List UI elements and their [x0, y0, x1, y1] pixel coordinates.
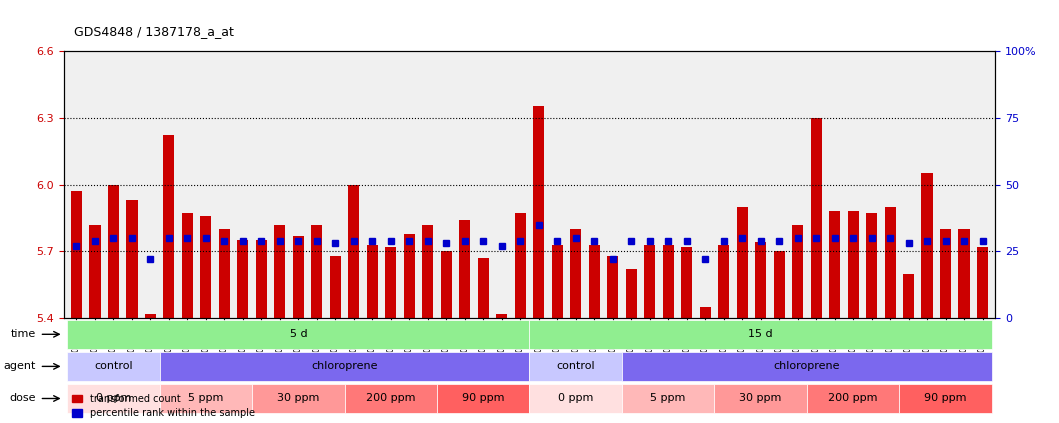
Bar [718, 244, 730, 318]
FancyBboxPatch shape [160, 352, 530, 381]
Bar [866, 214, 877, 318]
Bar [773, 251, 785, 318]
Bar [958, 229, 970, 318]
Text: 5 ppm: 5 ppm [189, 393, 223, 404]
Text: GDS4848 / 1387178_a_at: GDS4848 / 1387178_a_at [74, 25, 234, 38]
Text: control: control [556, 361, 595, 371]
FancyBboxPatch shape [622, 352, 992, 381]
Bar [755, 242, 766, 318]
FancyBboxPatch shape [622, 384, 715, 413]
Bar [829, 211, 840, 318]
Bar [182, 214, 193, 318]
Bar [589, 244, 599, 318]
FancyBboxPatch shape [715, 384, 807, 413]
Text: chloroprene: chloroprene [774, 361, 840, 371]
FancyBboxPatch shape [530, 384, 622, 413]
Bar [329, 256, 341, 318]
FancyBboxPatch shape [160, 384, 252, 413]
FancyBboxPatch shape [67, 384, 160, 413]
FancyBboxPatch shape [252, 384, 344, 413]
Text: 5 ppm: 5 ppm [650, 393, 686, 404]
Bar [423, 225, 433, 318]
Bar [274, 225, 286, 318]
Bar [403, 233, 415, 318]
Text: 15 d: 15 d [749, 329, 773, 339]
Bar [200, 216, 212, 318]
Bar [515, 214, 526, 318]
Text: 0 ppm: 0 ppm [95, 393, 131, 404]
FancyBboxPatch shape [807, 384, 899, 413]
Bar [237, 240, 249, 318]
Bar [533, 107, 544, 318]
Text: time: time [11, 329, 36, 339]
FancyBboxPatch shape [437, 384, 530, 413]
Text: 200 ppm: 200 ppm [366, 393, 415, 404]
Bar [293, 236, 304, 318]
Text: control: control [94, 361, 132, 371]
Text: 30 ppm: 30 ppm [739, 393, 782, 404]
FancyBboxPatch shape [899, 384, 992, 413]
Bar [607, 256, 618, 318]
Bar [921, 173, 933, 318]
FancyBboxPatch shape [530, 352, 622, 381]
Bar [366, 244, 378, 318]
Bar [219, 229, 230, 318]
Bar [497, 314, 507, 318]
FancyBboxPatch shape [530, 320, 992, 349]
Text: dose: dose [10, 393, 36, 404]
Bar [108, 184, 119, 318]
Text: 30 ppm: 30 ppm [277, 393, 320, 404]
Bar [126, 200, 138, 318]
Bar [847, 211, 859, 318]
Bar [441, 251, 452, 318]
Bar [663, 244, 674, 318]
Text: 90 ppm: 90 ppm [462, 393, 504, 404]
Text: 0 ppm: 0 ppm [558, 393, 593, 404]
Bar [737, 207, 748, 318]
Bar [570, 229, 581, 318]
Bar [940, 229, 951, 318]
Bar [348, 184, 359, 318]
Bar [700, 307, 711, 318]
Bar [163, 135, 175, 318]
Bar [626, 269, 636, 318]
Bar [145, 314, 156, 318]
Bar [385, 247, 396, 318]
Bar [71, 191, 82, 318]
Bar [89, 225, 101, 318]
Text: chloroprene: chloroprene [311, 361, 378, 371]
FancyBboxPatch shape [67, 352, 160, 381]
Bar [792, 225, 803, 318]
Text: 200 ppm: 200 ppm [828, 393, 878, 404]
Text: 5 d: 5 d [289, 329, 307, 339]
Bar [478, 258, 489, 318]
Bar [903, 274, 914, 318]
Bar [681, 247, 693, 318]
FancyBboxPatch shape [67, 320, 530, 349]
Text: 90 ppm: 90 ppm [925, 393, 967, 404]
Bar [552, 244, 562, 318]
Bar [644, 244, 656, 318]
Bar [460, 220, 470, 318]
Bar [256, 240, 267, 318]
Bar [311, 225, 322, 318]
Legend: transformed count, percentile rank within the sample: transformed count, percentile rank withi… [69, 390, 258, 423]
Bar [810, 118, 822, 318]
Bar [884, 207, 896, 318]
Text: agent: agent [3, 361, 36, 371]
FancyBboxPatch shape [344, 384, 437, 413]
Bar [977, 247, 988, 318]
